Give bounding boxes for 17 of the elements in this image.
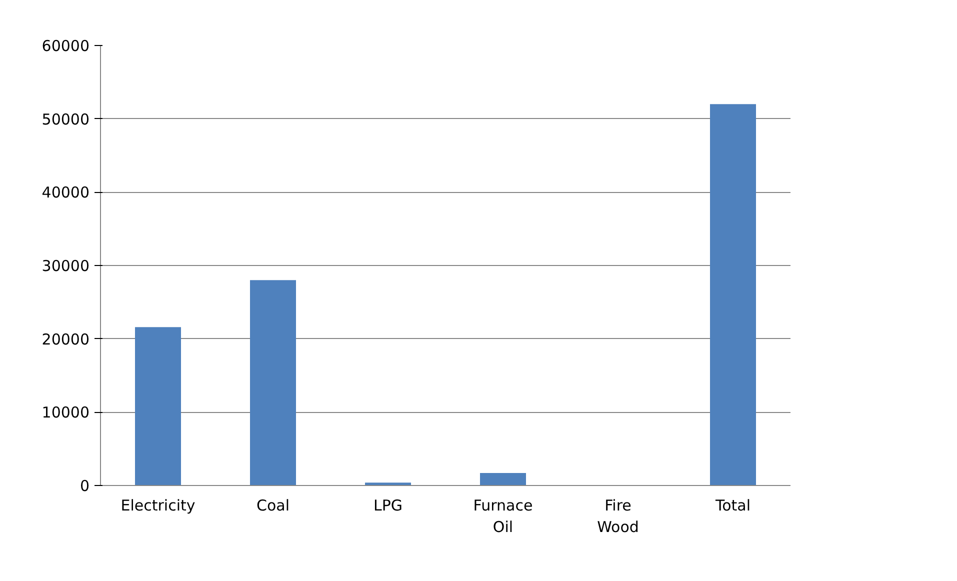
y-tick-label: 60000 [42, 37, 90, 55]
y-tick-label: 10000 [42, 404, 90, 422]
x-tick-label: Fire Wood [597, 496, 639, 536]
y-tick-label: 40000 [42, 184, 90, 202]
y-tick-label: 0 [80, 477, 90, 495]
x-tick-label: Electricity [120, 496, 196, 514]
x-tick-label: LPG [373, 496, 403, 514]
y-tick-label: 50000 [42, 110, 90, 128]
bar [135, 327, 181, 486]
bar [710, 104, 756, 486]
y-tick-label: 30000 [42, 257, 90, 275]
bar [250, 280, 296, 486]
x-tick-label: Coal [256, 496, 290, 514]
y-tick-label: 20000 [42, 330, 90, 348]
bar [480, 473, 526, 486]
x-tick-label: Total [714, 496, 751, 514]
x-tick-label: Furnace Oil [473, 496, 533, 536]
